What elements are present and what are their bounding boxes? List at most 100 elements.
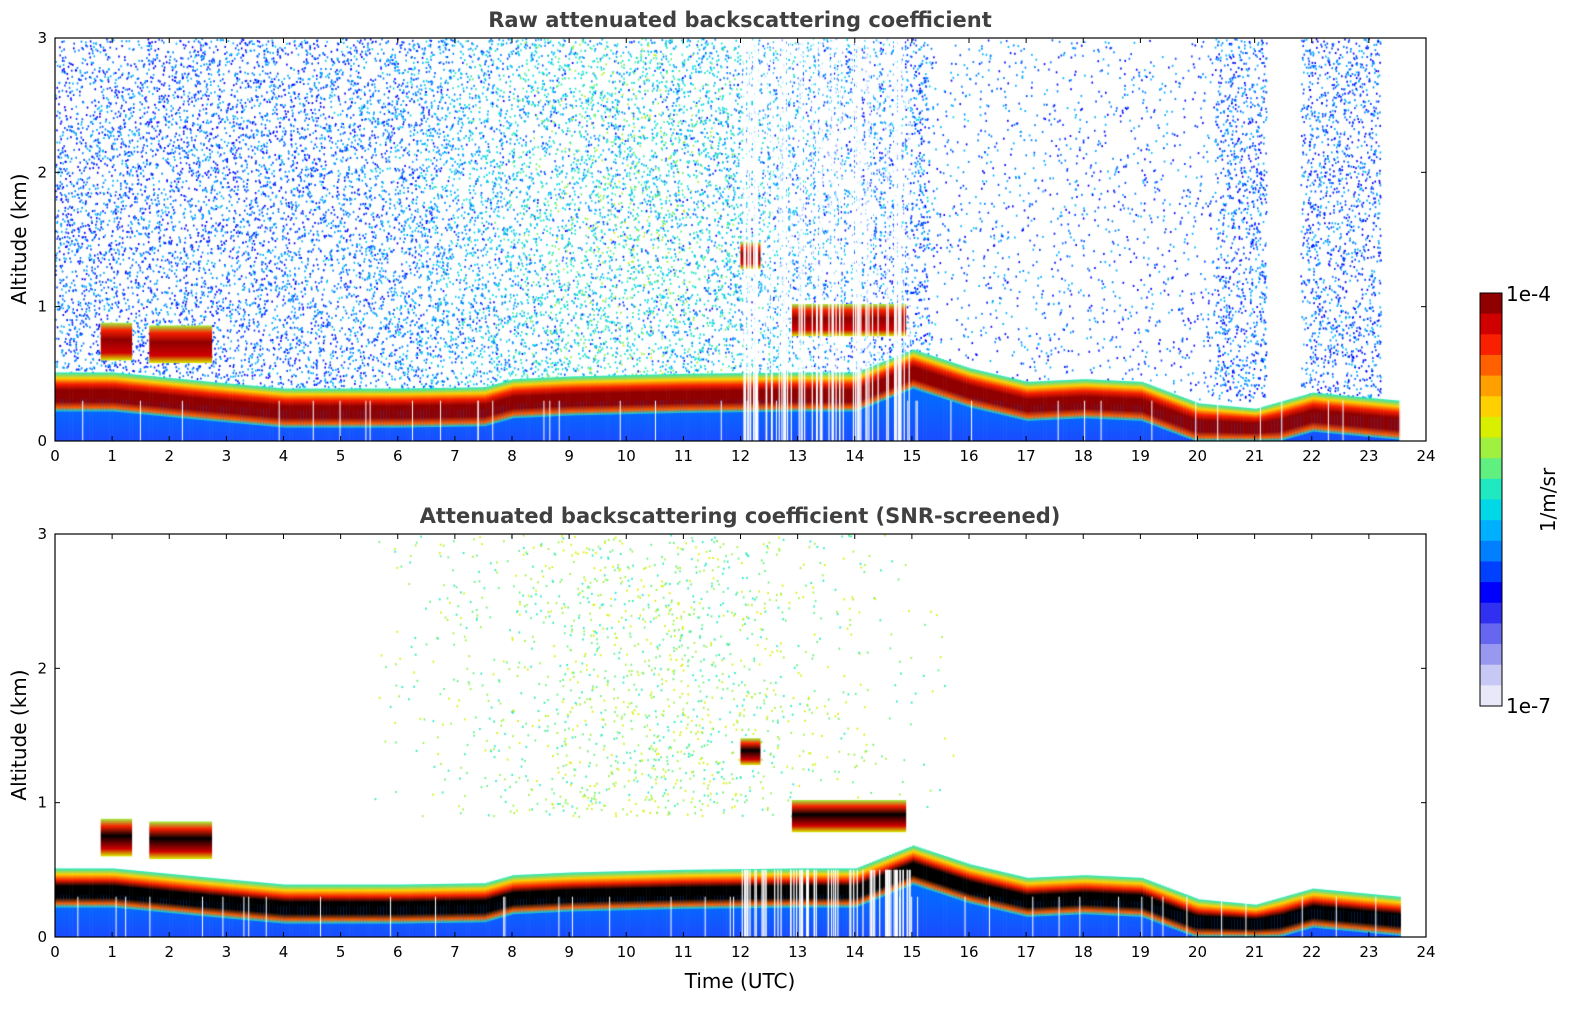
- x-tick-label: 11: [674, 943, 693, 961]
- x-tick-label: 14: [845, 447, 864, 465]
- screened-y-axis: 0 1 2 3: [37, 525, 1426, 946]
- colorbar-min-label: 1e-7: [1506, 694, 1551, 718]
- colorbar-segment: [1480, 582, 1502, 604]
- x-tick-label: 24: [1416, 943, 1435, 961]
- raw-panel-title: Raw attenuated backscattering coefficien…: [488, 8, 992, 32]
- x-tick-label: 23: [1359, 447, 1378, 465]
- y-tick-label: 0: [37, 928, 47, 946]
- x-tick-label: 13: [788, 447, 807, 465]
- colorbar-max-label: 1e-4: [1506, 282, 1551, 306]
- x-tick-label: 21: [1245, 943, 1264, 961]
- x-tick-label: 12: [731, 943, 750, 961]
- x-tick-label: 6: [393, 447, 403, 465]
- y-tick-label: 2: [37, 163, 47, 181]
- x-tick-label: 13: [788, 943, 807, 961]
- x-tick-label: 16: [959, 943, 978, 961]
- raw-heatmap: [55, 38, 1426, 441]
- x-tick-label: 5: [336, 447, 346, 465]
- x-tick-label: 8: [507, 447, 517, 465]
- x-tick-label: 15: [902, 943, 921, 961]
- x-tick-label: 9: [564, 447, 574, 465]
- x-tick-label: 23: [1359, 943, 1378, 961]
- screened-x-axis: 0 1 2 3 4 5 6 7 8 9 10 11 12 13 14 15 16 17 18 19 20 21 22 23 24: [50, 534, 1436, 961]
- colorbar-segment: [1480, 396, 1502, 418]
- raw-y-axis-label: Altitude (km): [7, 173, 31, 304]
- colorbar-segment: [1480, 561, 1502, 583]
- x-tick-label: 21: [1245, 447, 1264, 465]
- x-tick-label: 5: [336, 943, 346, 961]
- x-tick-label: 4: [279, 943, 289, 961]
- x-tick-label: 17: [1017, 447, 1036, 465]
- x-tick-label: 18: [1074, 943, 1093, 961]
- x-tick-label: 19: [1131, 447, 1150, 465]
- colorbar-segment: [1480, 499, 1502, 521]
- colorbar-segment: [1480, 416, 1502, 439]
- colorbar-gradient: [1480, 293, 1502, 707]
- y-tick-label: 1: [37, 794, 47, 812]
- screened-y-axis-label: Altitude (km): [7, 669, 31, 800]
- colorbar-segment: [1480, 602, 1502, 624]
- x-tick-label: 0: [50, 447, 60, 465]
- x-tick-label: 22: [1302, 447, 1321, 465]
- colorbar-segment: [1480, 478, 1502, 501]
- raw-y-axis: 0 1 2 3: [37, 29, 1426, 450]
- colorbar-unit-label: 1/m/sr: [1536, 467, 1560, 532]
- x-tick-label: 16: [959, 447, 978, 465]
- screened-heatmap: [55, 534, 1426, 937]
- x-tick-label: 11: [674, 447, 693, 465]
- x-tick-label: 10: [617, 447, 636, 465]
- colorbar-segment: [1480, 623, 1502, 645]
- heatmap-raster: [55, 38, 1426, 441]
- x-tick-label: 7: [450, 943, 460, 961]
- x-tick-label: 15: [902, 447, 921, 465]
- x-tick-label: 22: [1302, 943, 1321, 961]
- colorbar-segment: [1480, 334, 1502, 356]
- x-tick-label: 20: [1188, 447, 1207, 465]
- y-tick-label: 0: [37, 432, 47, 450]
- colorbar-segment: [1480, 458, 1502, 480]
- colorbar-segment: [1480, 644, 1502, 666]
- raw-backscatter-panel: Raw attenuated backscattering coefficien…: [7, 8, 1436, 465]
- x-tick-label: 10: [617, 943, 636, 961]
- x-tick-label: 9: [564, 943, 574, 961]
- x-tick-label: 1: [107, 447, 117, 465]
- x-tick-label: 4: [279, 447, 289, 465]
- colorbar-frame: [1479, 292, 1503, 707]
- x-tick-label: 24: [1416, 447, 1435, 465]
- colorbar-segment: [1480, 664, 1502, 686]
- x-tick-label: 3: [222, 943, 232, 961]
- x-tick-label: 3: [222, 447, 232, 465]
- colorbar-segment: [1480, 685, 1502, 707]
- colorbar-segment: [1480, 313, 1502, 335]
- colorbar-segment: [1480, 293, 1502, 315]
- x-tick-label: 18: [1074, 447, 1093, 465]
- x-tick-label: 2: [164, 447, 174, 465]
- x-tick-label: 0: [50, 943, 60, 961]
- raw-x-axis: 0 1 2 3 4 5 6 7 8 9 10 11 12 13 14 15 16 17 18 19 20 21 22 23 24: [50, 38, 1436, 465]
- snr-screened-panel: Attenuated backscattering coefficient (S…: [7, 504, 1436, 993]
- x-tick-label: 6: [393, 943, 403, 961]
- x-tick-label: 20: [1188, 943, 1207, 961]
- colorbar-segment: [1480, 354, 1502, 377]
- y-tick-label: 2: [37, 659, 47, 677]
- screened-panel-title: Attenuated backscattering coefficient (S…: [420, 504, 1061, 528]
- colorbar-segment: [1480, 520, 1502, 542]
- x-tick-label: 2: [164, 943, 174, 961]
- colorbar: 1e-4 1e-7 1/m/sr: [1479, 282, 1560, 718]
- x-tick-label: 12: [731, 447, 750, 465]
- x-tick-label: 14: [845, 943, 864, 961]
- colorbar-segment: [1480, 375, 1502, 397]
- x-tick-label: 8: [507, 943, 517, 961]
- heatmap-raster: [55, 534, 1426, 937]
- colorbar-segment: [1480, 540, 1502, 563]
- x-tick-label: 7: [450, 447, 460, 465]
- y-tick-label: 3: [37, 29, 47, 47]
- x-tick-label: 19: [1131, 943, 1150, 961]
- x-axis-label: Time (UTC): [684, 969, 796, 993]
- y-tick-label: 1: [37, 298, 47, 316]
- y-tick-label: 3: [37, 525, 47, 543]
- x-tick-label: 17: [1017, 943, 1036, 961]
- colorbar-segment: [1480, 437, 1502, 459]
- x-tick-label: 1: [107, 943, 117, 961]
